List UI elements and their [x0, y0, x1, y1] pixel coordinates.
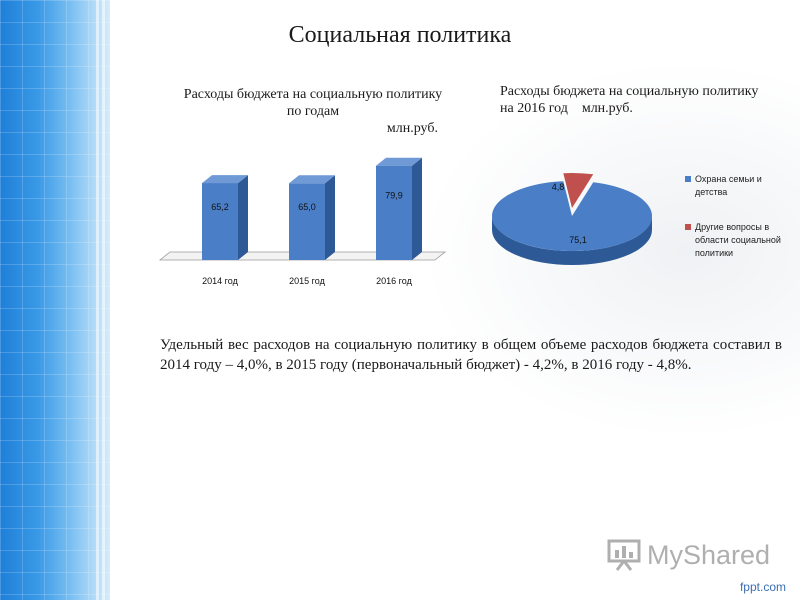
left-band-grid — [0, 0, 110, 600]
pie-slice — [563, 173, 594, 208]
legend-label: Охрана семьи и детства — [695, 174, 762, 197]
bar — [202, 183, 238, 260]
pie-chart: 75,1 4,8 — [492, 173, 652, 265]
pie-slice — [492, 181, 652, 251]
legend-item: Охрана семьи и детства — [685, 173, 785, 199]
watermark-text: MyShared — [647, 539, 771, 570]
pie-side-wall — [492, 216, 652, 265]
bar-chart-title-text: Расходы бюджета на социальную политику п… — [183, 87, 443, 119]
footer-brand: fppt.com — [739, 580, 786, 594]
bar-chart-unit: млн.руб. — [386, 121, 438, 136]
left-decorative-band — [0, 0, 110, 600]
legend-swatch — [685, 224, 691, 230]
bar-top — [376, 157, 422, 166]
summary-paragraph: Удельный вес расходов на социальную поли… — [160, 337, 782, 373]
bar-chart: 65,2 2014 год 65,0 2015 год 79,9 2016 год — [158, 157, 447, 286]
pie-chart-title: Расходы бюджета на социальную политику н… — [500, 83, 760, 117]
left-band-stripe — [102, 0, 105, 600]
legend-swatch — [685, 176, 691, 182]
pie-chart-unit: млн.руб. — [581, 101, 633, 116]
bar-data-label: 65,2 — [211, 202, 229, 212]
bar-top — [202, 175, 248, 184]
bar-data-label: 65,0 — [298, 202, 316, 212]
presentation-icon — [607, 539, 641, 571]
bar-chart-title: Расходы бюджета на социальную политику п… — [178, 86, 448, 137]
bar-side — [325, 175, 335, 260]
legend-item: Другие вопросы в области социальной поли… — [685, 221, 785, 260]
x-tick-label: 2016 год — [376, 276, 412, 286]
bar-top — [289, 175, 335, 184]
left-band-stripe — [96, 0, 99, 600]
bar — [376, 165, 412, 260]
bar — [289, 183, 325, 260]
pie-data-label: 75,1 — [569, 235, 587, 245]
pie-chart-title-text: Расходы бюджета на социальную политику н… — [500, 84, 759, 116]
bar-data-label: 79,9 — [385, 191, 403, 201]
pie-data-label: 4,8 — [552, 182, 565, 192]
x-tick-label: 2014 год — [202, 276, 238, 286]
bar-side — [238, 175, 248, 260]
pie-legend: Охрана семьи и детства Другие вопросы в … — [685, 173, 785, 282]
legend-label: Другие вопросы в области социальной поли… — [695, 222, 781, 258]
bar-side — [412, 157, 422, 260]
watermark: MyShared — [607, 538, 770, 572]
x-tick-label: 2015 год — [289, 276, 325, 286]
slide-title: Социальная политика — [288, 22, 512, 48]
